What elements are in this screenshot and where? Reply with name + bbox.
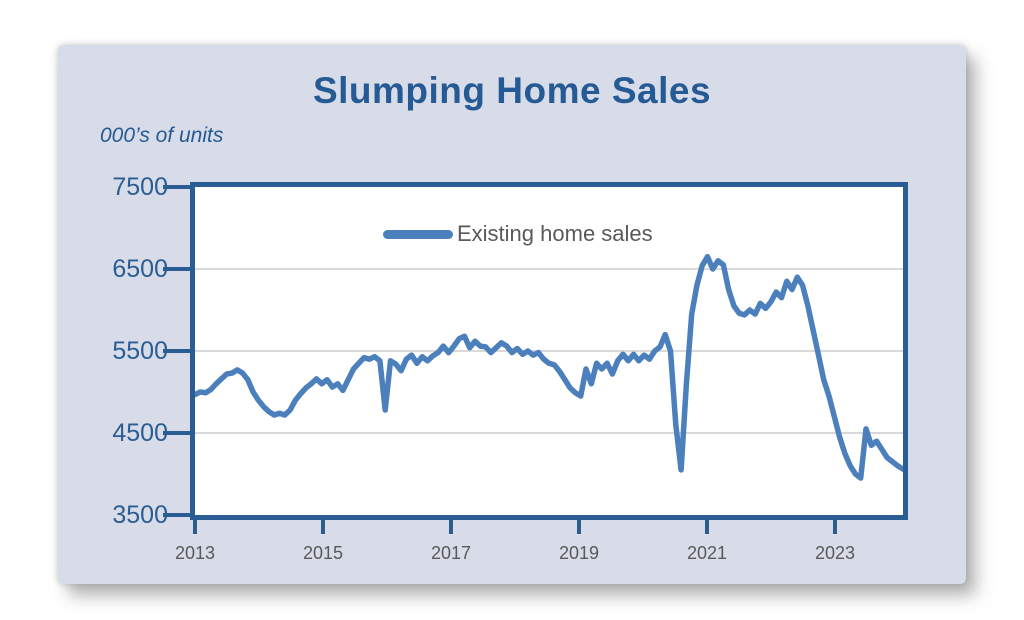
x-axis-tick bbox=[833, 518, 837, 534]
legend-line-swatch bbox=[383, 229, 453, 239]
y-axis-tick bbox=[163, 185, 193, 189]
x-axis-label: 2015 bbox=[302, 543, 344, 563]
gridline-4500 bbox=[195, 432, 903, 434]
units-label: 000’s of units bbox=[100, 124, 224, 147]
legend-label: Existing home sales bbox=[457, 221, 653, 246]
chart-title: Slumping Home Sales bbox=[312, 70, 712, 111]
y-axis-label: 3500 bbox=[112, 501, 168, 529]
y-axis-tick bbox=[163, 267, 193, 271]
x-axis-label: 2021 bbox=[686, 543, 728, 563]
legend: Existing home sales bbox=[383, 221, 653, 247]
x-axis-tick bbox=[449, 518, 453, 534]
y-axis-label: 4500 bbox=[112, 419, 168, 447]
x-axis-label: 2013 bbox=[174, 543, 216, 563]
x-axis-tick bbox=[577, 518, 581, 534]
plot-area bbox=[190, 182, 908, 520]
x-axis-tick bbox=[705, 518, 709, 534]
y-axis-tick bbox=[163, 513, 193, 517]
y-axis-label: 6500 bbox=[112, 255, 168, 283]
x-axis-label: 2023 bbox=[814, 543, 856, 563]
x-axis-label: 2017 bbox=[430, 543, 472, 563]
x-axis-label: 2019 bbox=[558, 543, 600, 563]
x-axis-tick bbox=[321, 518, 325, 534]
y-axis-label: 7500 bbox=[112, 173, 168, 201]
x-axis-tick bbox=[193, 518, 197, 534]
gridline-6500 bbox=[195, 268, 903, 270]
y-axis-tick bbox=[163, 349, 193, 353]
gridline-5500 bbox=[195, 350, 903, 352]
sales-line-chart bbox=[195, 253, 903, 481]
y-axis-tick bbox=[163, 431, 193, 435]
y-axis-label: 5500 bbox=[112, 337, 168, 365]
sales-line bbox=[195, 253, 903, 481]
